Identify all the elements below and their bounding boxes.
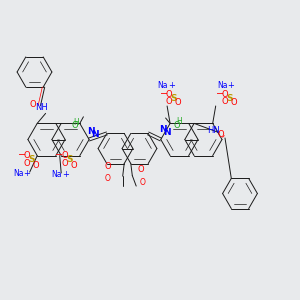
Text: O: O [61,151,68,160]
Text: +: + [23,169,30,178]
Text: O: O [61,159,68,168]
Text: O: O [70,160,77,169]
Text: Na: Na [13,169,23,178]
Text: O: O [175,98,181,107]
Text: HN: HN [207,126,219,135]
Text: O: O [71,122,78,130]
Text: O: O [173,121,180,130]
Text: −: − [17,150,26,160]
Text: S: S [28,155,35,164]
Text: O: O [29,100,36,109]
Text: O: O [221,90,228,99]
Text: −: − [215,89,224,99]
Text: O: O [221,98,228,106]
Text: O: O [104,174,110,183]
Text: O: O [217,130,224,139]
Text: N: N [164,128,171,137]
Text: O: O [23,151,30,160]
Text: −: − [55,150,64,160]
Text: +: + [227,81,234,90]
Text: O: O [166,90,172,99]
Text: N: N [87,127,94,136]
Text: −: − [160,89,169,99]
Text: Na: Na [158,81,168,90]
Text: H: H [176,117,182,126]
Text: O: O [230,98,237,107]
Text: S: S [66,155,73,164]
Text: Na: Na [52,170,62,179]
Text: +: + [168,81,175,90]
Text: O: O [32,160,39,169]
Text: O: O [23,159,30,168]
Text: O: O [104,162,111,171]
Text: NH: NH [35,103,48,112]
Text: H: H [74,118,80,127]
Text: O: O [140,178,146,187]
Text: +: + [62,170,69,179]
Text: S: S [226,94,232,103]
Text: O: O [166,98,172,106]
Text: O: O [137,165,144,174]
Text: N: N [159,125,167,134]
Text: S: S [171,94,177,103]
Text: Na: Na [217,81,227,90]
Text: N: N [91,130,99,139]
